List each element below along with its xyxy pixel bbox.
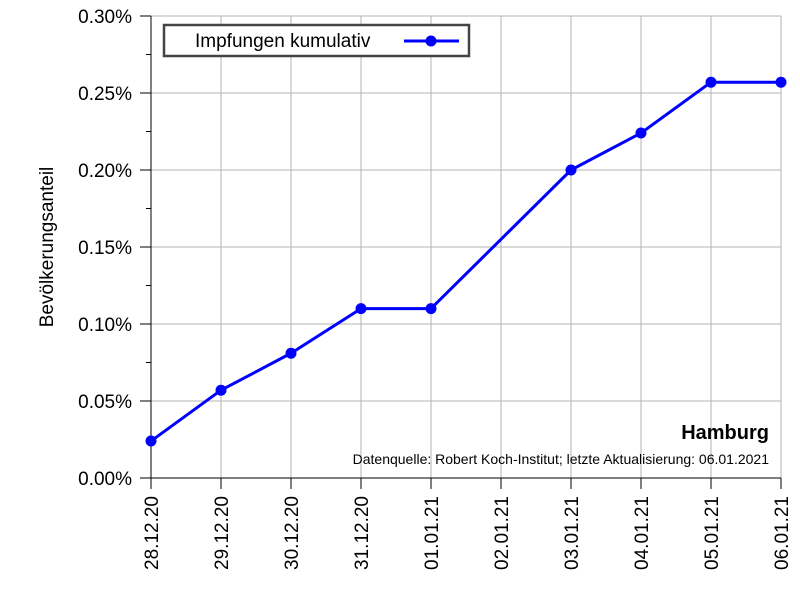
legend-marker-sample xyxy=(425,35,437,47)
series-layer xyxy=(145,76,787,447)
data-point xyxy=(635,127,647,139)
x-axis-ticks: 28.12.20 29.12.20 30.12.20 31.12.20 01.01.21… xyxy=(142,478,793,570)
data-point xyxy=(285,347,297,359)
series-line xyxy=(150,80,781,443)
y-tick-label: 0.00% xyxy=(78,469,132,490)
y-tick-label: 0.05% xyxy=(78,392,132,413)
data-point xyxy=(425,303,437,315)
data-point xyxy=(355,303,367,315)
data-point xyxy=(705,76,717,88)
x-tick-label: 28.12.20 xyxy=(142,496,163,570)
x-tick-label: 05.01.21 xyxy=(702,496,723,570)
y-tick-label: 0.25% xyxy=(78,84,132,105)
y-tick-label: 0.30% xyxy=(78,7,132,28)
annotation-source: Datenquelle: Robert Koch-Institut; letzt… xyxy=(353,451,770,467)
data-point xyxy=(145,435,157,447)
x-tick-label: 02.01.21 xyxy=(492,496,513,570)
x-tick-label: 31.12.20 xyxy=(352,496,373,570)
data-point xyxy=(775,76,787,88)
annotation-title: Hamburg xyxy=(681,422,769,444)
x-tick-label: 29.12.20 xyxy=(212,496,233,570)
data-point xyxy=(215,384,227,396)
y-tick-label: 0.20% xyxy=(78,161,132,182)
legend-label: Impfungen kumulativ xyxy=(195,31,371,52)
x-tick-label: 30.12.20 xyxy=(282,496,303,570)
x-tick-label: 06.01.21 xyxy=(772,496,793,570)
y-axis-title: Bevölkerungsanteil xyxy=(37,167,58,328)
y-axis-ticks: 0.00% 0.05% 0.10% 0.15% 0.20% 0.25% 0.30% xyxy=(78,7,151,490)
legend: Impfungen kumulativ xyxy=(162,23,471,58)
data-point xyxy=(565,164,577,176)
x-tick-label: 01.01.21 xyxy=(422,496,443,570)
y-tick-label: 0.10% xyxy=(78,315,132,336)
y-tick-label: 0.15% xyxy=(78,238,132,259)
x-tick-label: 04.01.21 xyxy=(632,496,653,570)
x-tick-label: 03.01.21 xyxy=(562,496,583,570)
